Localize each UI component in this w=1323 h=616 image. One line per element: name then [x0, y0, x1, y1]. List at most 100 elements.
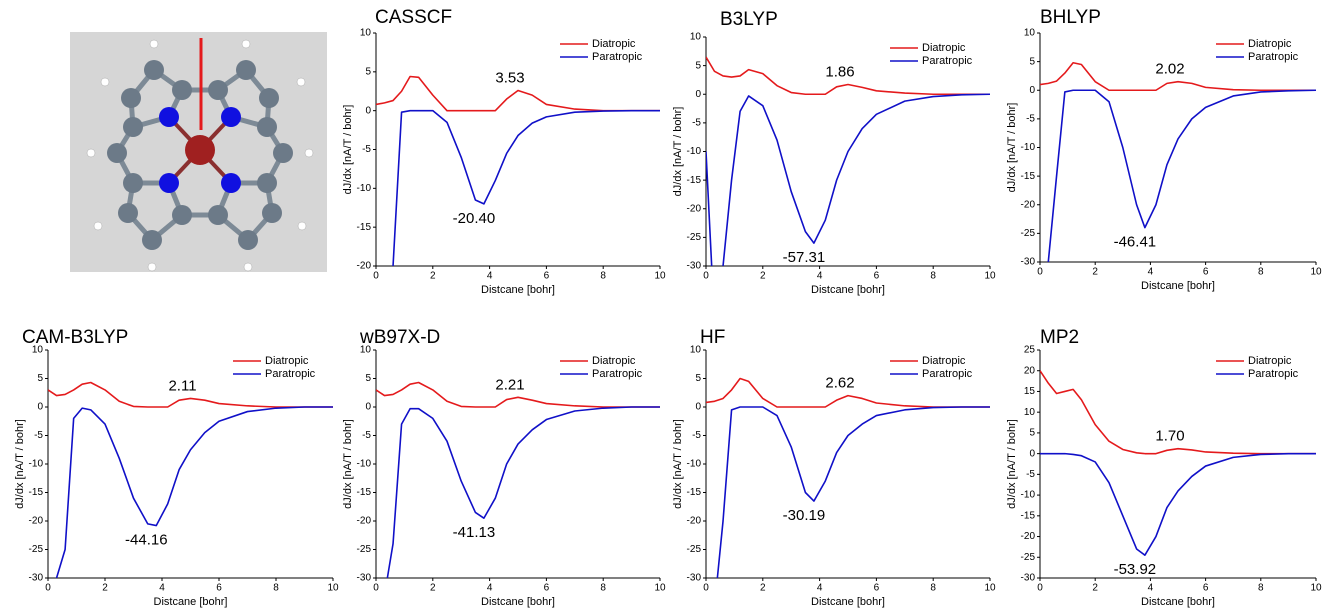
y-tick-label: -10: [687, 146, 702, 157]
x-tick-label: 0: [373, 583, 379, 594]
y-tick-label: -15: [687, 487, 702, 498]
y-tick-label: -15: [687, 175, 702, 186]
x-tick-label: 10: [654, 583, 666, 594]
legend-label: Diatropic: [592, 38, 636, 50]
legend-label: Paratropic: [922, 368, 973, 380]
legend-label: Diatropic: [1248, 38, 1292, 50]
x-axis-label: Distcane [bohr]: [811, 284, 885, 296]
y-axis-label: dJ/dx [nA/T / bohr]: [342, 419, 354, 509]
y-tick-label: 5: [1029, 56, 1035, 67]
x-tick-label: 2: [102, 583, 108, 594]
y-axis-label: dJ/dx [nA/T / bohr]: [1006, 419, 1018, 509]
annotation: -53.92: [1114, 561, 1157, 578]
y-axis-label: dJ/dx [nA/T / bohr]: [672, 419, 684, 509]
y-tick-label: -30: [1021, 257, 1036, 268]
y-tick-label: -5: [362, 144, 371, 155]
y-tick-label: 0: [365, 402, 371, 413]
x-tick-label: 8: [930, 271, 936, 282]
series-line: [392, 109, 660, 266]
x-tick-label: 10: [1310, 583, 1322, 594]
annotation: -44.16: [125, 532, 168, 549]
y-tick-label: -20: [1021, 531, 1036, 542]
y-tick-label: -10: [687, 459, 702, 470]
x-tick-label: 10: [1310, 267, 1322, 278]
y-tick-label: -20: [1021, 199, 1036, 210]
y-tick-label: 5: [365, 373, 371, 384]
annotation: 2.11: [168, 377, 196, 394]
y-tick-label: -15: [357, 487, 372, 498]
x-tick-label: 6: [544, 271, 550, 282]
legend-label: Diatropic: [592, 355, 636, 367]
series-line: [1040, 61, 1316, 92]
x-tick-label: 4: [487, 583, 493, 594]
y-tick-label: -30: [687, 261, 702, 272]
chart-title: CASSCF: [375, 7, 452, 28]
x-tick-label: 10: [984, 271, 996, 282]
x-axis-label: Distcane [bohr]: [154, 596, 228, 608]
y-tick-label: -20: [687, 203, 702, 214]
y-tick-label: -25: [1021, 552, 1036, 563]
legend-label: Paratropic: [922, 55, 973, 67]
chart: BHLYP -30 -25 -20 -15 -10 -5 0 5 10 0 2 4 6 8 10 Distcan…: [1006, 7, 1322, 292]
y-tick-label: -5: [692, 118, 701, 129]
x-tick-label: 10: [327, 583, 339, 594]
y-tick-label: 5: [365, 66, 371, 77]
legend-label: Paratropic: [592, 51, 643, 63]
x-axis-label: Distcane [bohr]: [481, 284, 555, 296]
chart: HF -30 -25 -20 -15 -10 -5 0 5 10 0 2 4 6 8 10 Distcane […: [672, 327, 996, 608]
y-tick-label: -5: [362, 430, 371, 441]
y-tick-label: -10: [29, 459, 44, 470]
x-axis-label: Distcane [bohr]: [1141, 596, 1215, 608]
legend-label: Paratropic: [1248, 368, 1299, 380]
x-tick-label: 2: [1092, 267, 1098, 278]
y-axis-label: dJ/dx [nA/T / bohr]: [342, 105, 354, 195]
y-tick-label: 0: [37, 402, 43, 413]
x-axis-label: Distcane [bohr]: [481, 596, 555, 608]
chart: CAM-B3LYP -30 -25 -20 -15 -10 -5 0 5 10 0 2 4 6 8 10 Dis…: [14, 327, 339, 608]
x-tick-label: 0: [373, 271, 379, 282]
x-tick-label: 0: [45, 583, 51, 594]
y-tick-label: -20: [357, 261, 372, 272]
molecule-image: [70, 32, 327, 272]
y-tick-label: -5: [692, 430, 701, 441]
y-tick-label: 10: [1024, 407, 1036, 418]
x-tick-label: 2: [430, 271, 436, 282]
y-tick-label: -25: [357, 544, 372, 555]
y-tick-label: 10: [32, 345, 44, 356]
x-tick-label: 2: [1092, 583, 1098, 594]
y-tick-label: -10: [1021, 490, 1036, 501]
series-line: [1040, 370, 1316, 455]
chart: B3LYP -30 -25 -20 -15 -10 -5 0 5 10 0 2 4 6 8 10 Distcan…: [672, 9, 996, 296]
annotation: -41.13: [453, 524, 496, 541]
chart: MP2 -30 -25 -20 -15 -10 -5 0 5 10 15 20 25 0 2 4 6 8 10 Dis…: [1006, 327, 1322, 608]
x-tick-label: 8: [273, 583, 279, 594]
y-tick-label: -25: [687, 544, 702, 555]
annotation: 2.21: [495, 376, 524, 393]
x-tick-label: 0: [1037, 583, 1043, 594]
y-tick-label: -30: [29, 573, 44, 584]
y-tick-label: 0: [695, 402, 701, 413]
annotation: 1.86: [825, 63, 854, 80]
y-tick-label: 25: [1024, 345, 1036, 356]
x-tick-label: 4: [817, 271, 823, 282]
legend-label: Paratropic: [265, 368, 316, 380]
y-tick-label: -30: [687, 573, 702, 584]
x-tick-label: 6: [1203, 583, 1209, 594]
x-tick-label: 4: [817, 583, 823, 594]
y-tick-label: 5: [1029, 428, 1035, 439]
y-tick-label: 0: [695, 89, 701, 100]
x-tick-label: 6: [216, 583, 222, 594]
y-tick-label: -10: [357, 459, 372, 470]
x-tick-label: 8: [930, 583, 936, 594]
x-tick-label: 6: [1203, 267, 1209, 278]
x-tick-label: 8: [1258, 583, 1264, 594]
chart-title: MP2: [1040, 327, 1079, 348]
chart-title: CAM-B3LYP: [22, 327, 128, 348]
annotation: 2.62: [825, 375, 854, 392]
x-tick-label: 2: [760, 271, 766, 282]
chart-title: wB97X-D: [359, 327, 440, 348]
y-tick-label: -20: [29, 516, 44, 527]
y-axis-label: dJ/dx [nA/T / bohr]: [1006, 103, 1018, 193]
legend-label: Diatropic: [922, 355, 966, 367]
y-tick-label: 0: [1029, 85, 1035, 96]
